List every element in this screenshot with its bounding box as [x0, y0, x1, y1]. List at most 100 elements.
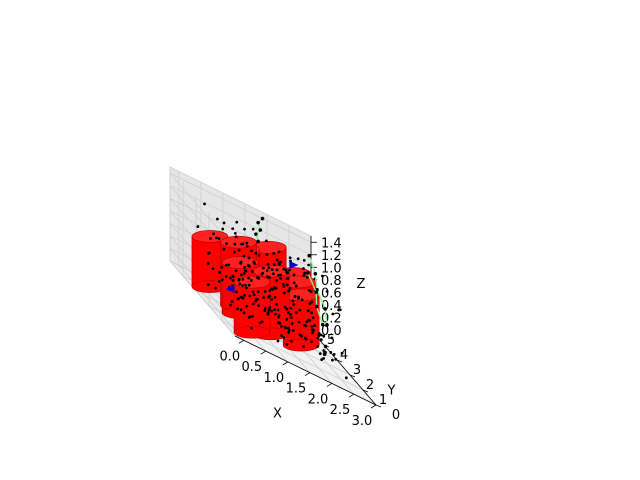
scatter-point: [233, 232, 237, 235]
trajectory-point: [313, 271, 318, 276]
scatter-point: [311, 316, 315, 320]
scatter-point: [300, 334, 303, 338]
scatter-point: [254, 299, 257, 303]
z-tick-label: 0.0: [321, 324, 342, 339]
trajectory-point: [323, 344, 328, 349]
scatter-point: [252, 293, 256, 297]
trajectory-point: [260, 216, 265, 221]
x-tick-mark: [260, 350, 267, 355]
scatter-point: [248, 294, 252, 298]
scatter-point: [251, 302, 255, 306]
trajectory-point: [256, 239, 260, 244]
scatter-point: [214, 286, 218, 290]
scatter-point: [239, 261, 243, 265]
scatter-point: [244, 269, 248, 273]
scatter-point: [334, 358, 338, 361]
scatter-point: [284, 268, 288, 272]
scatter-point: [313, 324, 316, 328]
x-tick-label: 0.0: [219, 349, 240, 364]
scatter-point: [207, 251, 211, 255]
scatter-point: [224, 274, 228, 278]
scatter-point: [241, 242, 245, 246]
scatter-point: [277, 321, 280, 325]
scatter-point: [325, 290, 329, 293]
scatter-point: [282, 285, 286, 289]
scatter-point: [270, 268, 274, 271]
z-tick-label: 0.6: [321, 286, 342, 301]
scatter-point: [234, 235, 238, 239]
scatter-point: [237, 248, 241, 252]
scatter-point: [242, 254, 246, 258]
scatter-point: [290, 322, 294, 326]
scatter-point: [309, 290, 313, 294]
trajectory-point: [323, 350, 327, 355]
scatter-point: [245, 244, 249, 248]
scatter-point: [280, 334, 283, 337]
scatter-point: [247, 315, 251, 319]
trajectory-point: [306, 271, 310, 275]
x-tick-label: 1.5: [286, 382, 307, 397]
scatter-point: [251, 314, 254, 318]
y-axis-line: [310, 329, 377, 406]
scatter-points: [196, 202, 348, 380]
scatter-point: [206, 261, 210, 265]
scatter-point: [244, 286, 248, 290]
scatter-point: [215, 217, 219, 221]
cylinder: [233, 275, 271, 339]
scatter-point: [218, 271, 222, 274]
scatter-point: [242, 311, 246, 315]
scatter-point: [264, 239, 268, 243]
x-axis-line: [234, 335, 377, 406]
scatter-point: [238, 282, 242, 286]
scatter-point: [332, 352, 336, 356]
scatter-point: [306, 309, 310, 313]
scatter-point: [261, 266, 265, 270]
scatter-point: [302, 274, 306, 277]
scatter-point: [221, 227, 225, 231]
scatter-point: [285, 342, 289, 346]
scatter-point: [304, 337, 308, 341]
y-tick-label: 0: [392, 408, 400, 423]
scatter-point: [310, 311, 313, 315]
scatter-point: [230, 300, 234, 303]
scatter-point: [267, 266, 271, 270]
scatter-point: [241, 277, 245, 281]
scatter-point: [222, 221, 226, 225]
scatter-point: [285, 283, 289, 287]
scatter-point: [267, 308, 271, 312]
scatter-point: [275, 268, 279, 272]
scatter-point: [236, 307, 239, 311]
scatter-point: [271, 288, 275, 291]
trajectory-point: [258, 228, 263, 232]
y-tick-label: 4: [340, 348, 348, 363]
scatter-point: [317, 334, 321, 338]
scatter-point: [317, 332, 321, 335]
scatter-point: [253, 262, 256, 265]
scatter-point: [275, 258, 279, 262]
scatter-point: [266, 275, 269, 279]
scatter-point: [291, 329, 295, 332]
z-tick-label: 0.8: [321, 274, 342, 289]
scatter-point: [287, 331, 291, 334]
scatter-point: [229, 303, 233, 307]
scatter-point: [224, 263, 228, 267]
scatter-point: [257, 304, 260, 308]
scatter-point: [256, 276, 259, 280]
scatter-point: [282, 291, 286, 295]
scatter-point: [239, 308, 243, 312]
scatter-point: [273, 295, 277, 299]
trajectory-point: [307, 253, 311, 258]
scatter-point: [212, 232, 216, 236]
scatter-point: [217, 279, 221, 283]
x-tick-mark: [370, 404, 377, 409]
scatter-point: [231, 278, 235, 282]
scatter-point: [281, 282, 285, 286]
scatter-point: [265, 269, 269, 273]
scatter-point: [308, 319, 312, 323]
scatter-point: [235, 220, 239, 224]
scatter-point: [297, 320, 301, 324]
scatter-point: [257, 253, 261, 257]
scatter-point: [262, 296, 266, 299]
z-tick-label: 1.4: [321, 236, 342, 251]
